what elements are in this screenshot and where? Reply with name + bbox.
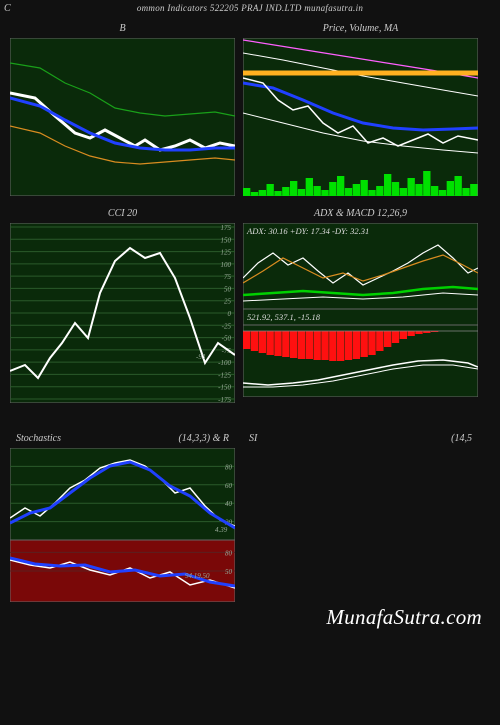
watermark: MunafaSutra.com [326,605,482,630]
panel-si: SI (14,5 [243,431,478,602]
si-title-right: (14,5 [451,433,472,444]
svg-text:ADX: 30.16 +DY: 17.34 -DY:: ADX: 30.16 +DY: 17.34 -DY: 32.31 [246,226,369,236]
svg-text:-175: -175 [218,396,231,403]
stoch-title-right: (14,3,3) & R [178,433,229,444]
panel-adx-title: ADX & MACD 12,26,9 [243,206,478,223]
panel-stoch: Stochastics (14,3,3) & R 204060804.39 50… [10,431,235,602]
stoch-title-left: Stochastics [16,433,61,444]
panel-b: B [10,21,235,196]
svg-text:-93: -93 [196,353,206,361]
svg-text:150: 150 [221,236,232,244]
panel-price: Price, Volume, MA [243,21,478,196]
panel-adx: ADX & MACD 12,26,9 ADX: 30.16 +DY: 17.34… [243,206,478,403]
si-title-left: SI [249,433,257,444]
panel-stoch-title: Stochastics (14,3,3) & R [10,431,235,448]
svg-text:-50: -50 [222,335,232,343]
panel-b-title: B [10,21,235,38]
svg-text:-150: -150 [218,384,231,392]
svg-text:60: 60 [225,482,233,490]
row-3: Stochastics (14,3,3) & R 204060804.39 50… [0,431,500,612]
panel-si-title: SI (14,5 [243,431,478,448]
svg-text:175: 175 [221,224,232,232]
svg-text:75: 75 [224,273,232,281]
corner-letter: C [4,3,11,14]
svg-text:125: 125 [221,249,232,257]
chart-adx-top: ADX: 30.16 +DY: 17.34 -DY: 32.31 [243,223,478,309]
chart-b [10,38,235,196]
panel-cci-title: CCI 20 [10,206,235,223]
svg-text:94.19.50: 94.19.50 [185,572,210,580]
svg-text:521.92, 537.1, -15.18: 521.92, 537.1, -15.18 [247,312,321,322]
svg-text:-100: -100 [218,359,231,367]
panel-price-title: Price, Volume, MA [243,21,478,38]
row-1: B Price, Volume, MA [0,21,500,206]
page-header: ommon Indicators 522205 PRAJ IND.LTD mun… [0,0,500,21]
panel-cci: CCI 20 -175-150-125-100-75-50-2502550751… [10,206,235,403]
svg-text:50: 50 [225,568,233,576]
svg-text:80: 80 [225,549,233,557]
chart-stoch-bottom: 50 80 94.19.50 [10,540,235,602]
svg-text:-125: -125 [218,371,231,379]
svg-text:4.39: 4.39 [215,526,228,534]
chart-adx-mid: 521.92, 537.1, -15.18 [243,309,478,325]
svg-text:-25: -25 [222,322,232,330]
svg-text:0: 0 [228,310,232,318]
chart-price [243,38,478,196]
row-2: CCI 20 -175-150-125-100-75-50-2502550751… [0,206,500,413]
svg-text:80: 80 [225,463,233,471]
svg-text:40: 40 [225,500,233,508]
svg-text:25: 25 [224,298,232,306]
chart-stoch-top: 204060804.39 [10,448,235,540]
chart-adx-bottom [243,325,478,397]
svg-text:50: 50 [224,285,232,293]
svg-text:100: 100 [221,261,232,269]
chart-cci: -175-150-125-100-75-50-25025507510012515… [10,223,235,403]
